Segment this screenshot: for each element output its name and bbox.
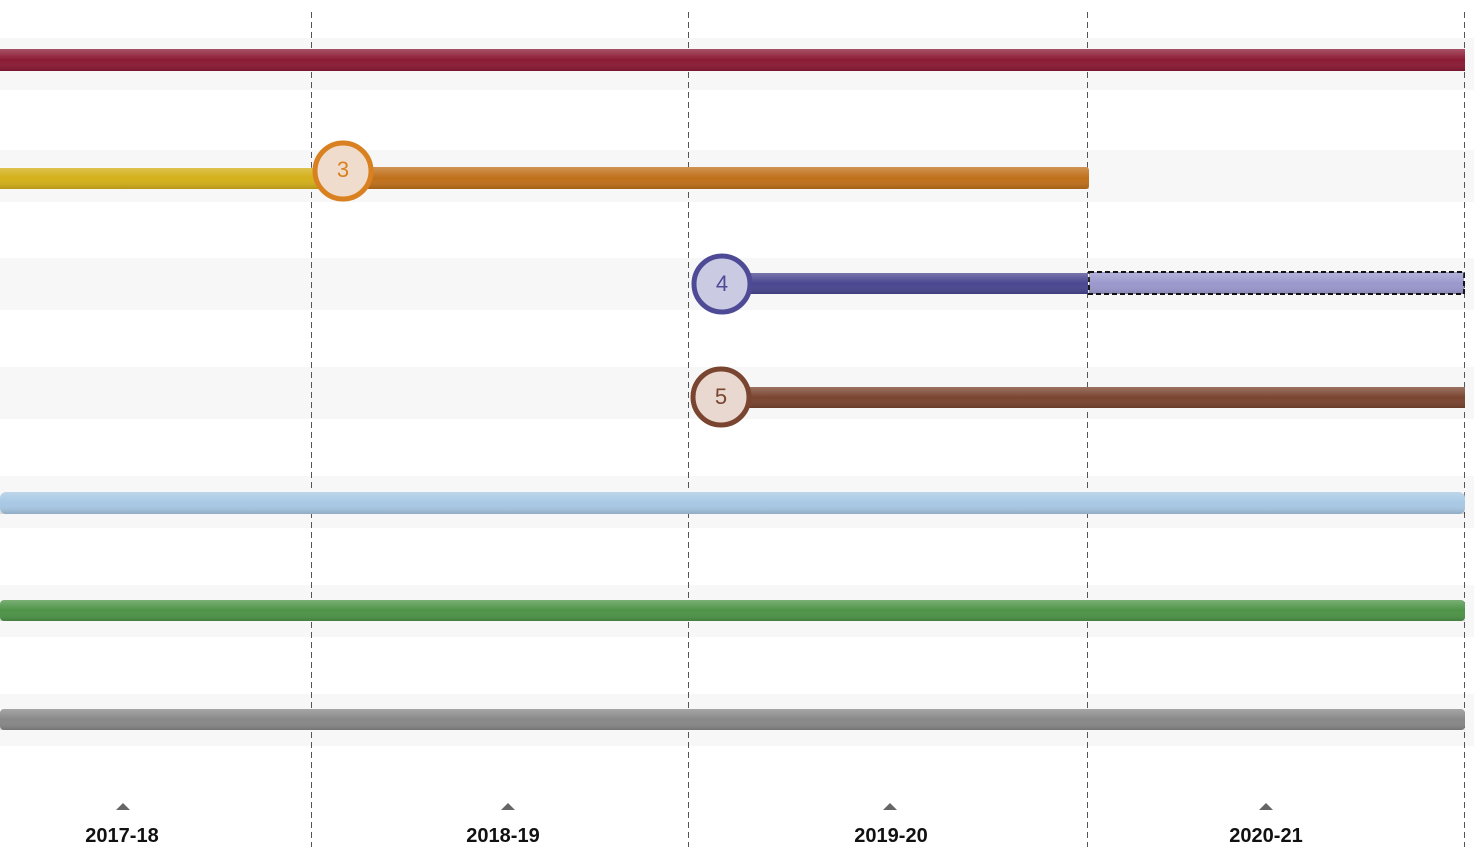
period-caret [1259, 803, 1273, 810]
period-label: 2020-21 [1229, 825, 1302, 847]
gloss [0, 492, 1465, 514]
milestone[interactable]: 4 [691, 253, 753, 315]
gloss [722, 273, 1464, 294]
milestone[interactable]: 3 [312, 140, 374, 202]
period-label: 2018-19 [466, 825, 539, 847]
period-label: 2017-18 [85, 825, 158, 847]
milestone-number: 4 [716, 271, 728, 296]
period-axis: 2017-18 2018-19 2019-20 2020-21 [85, 803, 1303, 847]
period-caret [883, 803, 897, 810]
period-dividers [311, 12, 1465, 847]
milestone[interactable]: 5 [690, 366, 752, 428]
period-caret [501, 803, 515, 810]
gloss [0, 167, 1089, 189]
milestone-circle[interactable] [312, 140, 374, 202]
gloss [0, 49, 1465, 71]
gloss [721, 387, 1465, 408]
milestone-number: 5 [715, 384, 727, 409]
milestone-number: 3 [337, 157, 349, 182]
milestone-circle[interactable] [690, 366, 752, 428]
tracks [0, 49, 1465, 730]
period-caret [116, 803, 130, 810]
milestone-circle[interactable] [691, 253, 753, 315]
period-label: 2019-20 [854, 825, 927, 847]
gloss [0, 600, 1465, 621]
gloss [0, 709, 1465, 730]
